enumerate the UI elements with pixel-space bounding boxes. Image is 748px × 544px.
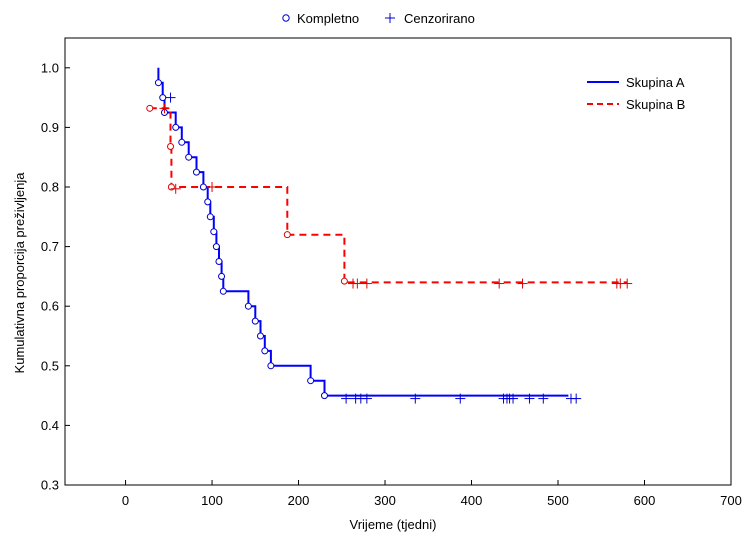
marker-legend: Kompletno Cenzorirano — [282, 11, 475, 26]
y-tick-label: 0.8 — [41, 180, 59, 195]
y-tick-label: 0.7 — [41, 239, 59, 254]
complete-point — [251, 317, 259, 325]
complete-point — [206, 213, 214, 221]
complete-point — [256, 332, 264, 340]
complete-point — [267, 362, 275, 370]
y-tick-label: 1.0 — [41, 60, 59, 75]
y-tick-label: 0.9 — [41, 120, 59, 135]
x-tick-label: 700 — [720, 493, 742, 508]
censored-point — [622, 278, 633, 289]
complete-point — [172, 123, 180, 131]
y-tick-label: 0.5 — [41, 358, 59, 373]
series-legend-a-label: Skupina A — [626, 75, 685, 90]
complete-point — [261, 347, 269, 355]
censored-marker-icon — [385, 13, 395, 23]
complete-point — [212, 243, 220, 251]
x-tick-label: 300 — [374, 493, 396, 508]
series-line-0 — [157, 67, 569, 397]
complete-point — [244, 302, 252, 310]
censored-point — [524, 393, 535, 404]
censored-point — [341, 393, 352, 404]
complete-point — [146, 104, 154, 112]
y-tick-label: 0.3 — [41, 478, 59, 493]
complete-point — [204, 198, 212, 206]
censored-point — [352, 278, 363, 289]
complete-point — [283, 231, 291, 239]
complete-point — [167, 142, 175, 150]
y-axis-title: Kumulativna proporcija preživljenja — [12, 172, 27, 374]
censored-point — [207, 182, 218, 192]
x-axis-title: Vrijeme (tjedni) — [350, 517, 437, 532]
marker-legend-complete-label: Kompletno — [297, 11, 359, 26]
marker-layer — [146, 79, 633, 404]
censored-point — [455, 393, 466, 404]
censored-point — [361, 278, 372, 289]
x-tick-label: 100 — [201, 493, 223, 508]
complete-point — [320, 392, 328, 400]
complete-point — [178, 138, 186, 146]
x-tick-label: 0 — [122, 493, 129, 508]
complete-point — [340, 277, 348, 285]
censored-point — [159, 103, 170, 114]
censored-point — [494, 278, 505, 289]
complete-point — [192, 168, 200, 176]
marker-legend-censored-label: Cenzorirano — [404, 11, 475, 26]
censored-point — [517, 278, 528, 289]
censored-point — [165, 92, 176, 103]
censored-point — [410, 393, 421, 404]
censored-point — [538, 393, 549, 404]
complete-point — [199, 183, 207, 191]
series-legend-b-label: Skupina B — [626, 97, 685, 112]
complete-point — [215, 258, 223, 265]
x-tick-label: 200 — [288, 493, 310, 508]
complete-point — [219, 287, 227, 295]
x-tick-label: 400 — [461, 493, 483, 508]
y-tick-label: 0.6 — [41, 299, 59, 314]
x-tick-label: 600 — [634, 493, 656, 508]
censored-point — [170, 183, 181, 194]
series-legend: Skupina A Skupina B — [587, 75, 685, 112]
censored-point — [508, 393, 519, 404]
complete-point — [185, 153, 193, 161]
complete-point — [159, 94, 167, 102]
x-tick-label: 500 — [547, 493, 569, 508]
complete-point — [210, 228, 218, 236]
plot-frame — [64, 37, 732, 486]
complete-point — [154, 79, 162, 87]
complete-marker-icon — [282, 14, 290, 22]
axes-layer: 0 100 200 300 400 500 600 700 0.3 0.4 0.5 0.6 0.7 0.8… — [41, 37, 742, 508]
complete-point — [307, 377, 315, 385]
censored-point — [361, 393, 372, 404]
series-line-1 — [149, 107, 628, 284]
complete-point — [218, 272, 226, 280]
censored-point — [571, 393, 582, 404]
y-tick-label: 0.4 — [41, 418, 59, 433]
series-layer — [149, 67, 628, 397]
